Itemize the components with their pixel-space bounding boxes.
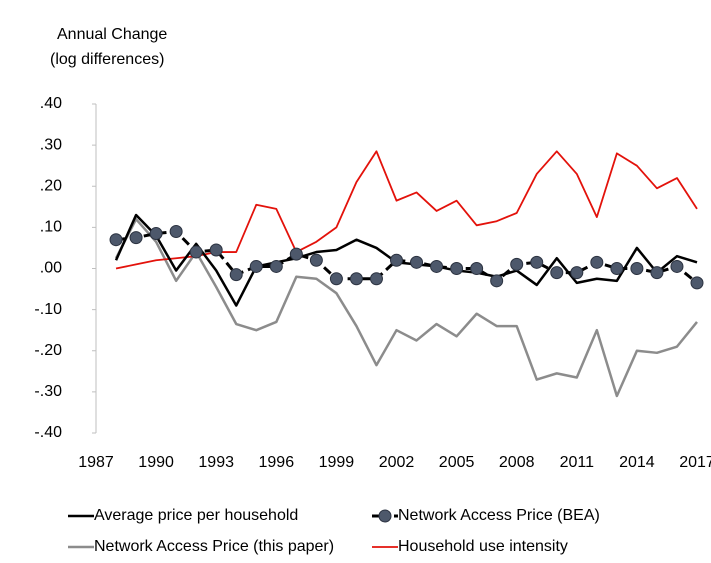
legend-marker [378, 509, 392, 523]
y-axis-label: (log differences) [50, 51, 164, 68]
point [229, 268, 243, 282]
y-tick-label: .00 [40, 260, 62, 277]
point [590, 255, 604, 269]
point [349, 272, 363, 286]
point [610, 262, 624, 275]
point [410, 255, 424, 269]
point [670, 259, 684, 273]
point [129, 231, 143, 245]
x-tick-label: 1990 [138, 454, 174, 471]
series-line [115, 229, 698, 285]
point [209, 243, 223, 257]
point [470, 262, 484, 275]
point [149, 227, 163, 241]
x-tick-label: 2011 [560, 454, 595, 471]
point [249, 259, 263, 273]
y-tick-label: -.10 [34, 301, 62, 318]
x-tick-label: 2005 [439, 454, 475, 471]
legend-label: Network Access Price (BEA) [398, 507, 600, 524]
y-tick-label: .10 [40, 219, 62, 236]
legend-label: Network Access Price (this paper) [94, 538, 334, 555]
point [430, 259, 444, 273]
legend-label: Average price per household [94, 507, 298, 524]
x-tick-label: 1999 [319, 454, 355, 471]
y-tick-label: .20 [40, 177, 62, 194]
y-tick-label: -.40 [34, 424, 62, 441]
point [169, 224, 183, 238]
point [329, 272, 343, 286]
point [530, 255, 544, 269]
series-line [114, 213, 698, 307]
point [109, 233, 123, 247]
x-tick-label: 2017 [679, 454, 711, 471]
y-tick-label: -.30 [34, 383, 62, 400]
point [490, 274, 504, 288]
point [690, 276, 704, 290]
point [189, 245, 203, 259]
y-tick-label: .30 [40, 136, 62, 153]
point [269, 259, 283, 273]
x-tick-label: 2002 [379, 454, 415, 471]
point [390, 253, 403, 267]
x-tick-label: 1993 [198, 454, 234, 471]
point [650, 266, 664, 280]
series-line [114, 217, 698, 398]
point [550, 266, 564, 280]
x-tick-label: 1996 [259, 454, 295, 471]
point [570, 266, 584, 280]
point [289, 247, 303, 261]
point [369, 272, 383, 286]
y-tick-label: -.20 [34, 342, 62, 359]
point [309, 253, 323, 267]
y-axis-label: Annual Change [57, 26, 167, 43]
point [630, 262, 644, 275]
x-tick-label: 1987 [78, 454, 114, 471]
x-tick-label: 2014 [619, 454, 655, 471]
x-tick-label: 2008 [499, 454, 535, 471]
point [510, 257, 524, 271]
series-line [115, 150, 698, 270]
y-tick-label: .40 [40, 95, 62, 112]
point [450, 262, 464, 275]
legend-label: Household use intensity [398, 538, 568, 555]
